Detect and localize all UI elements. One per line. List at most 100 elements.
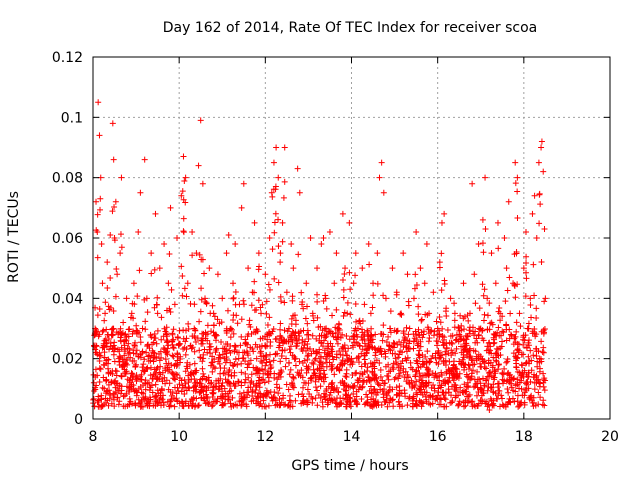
data-point-cloud — [96, 357, 103, 364]
data-point-cloud — [248, 302, 255, 309]
data-point — [275, 174, 282, 181]
data-point — [469, 180, 476, 187]
data-point-cloud — [181, 376, 188, 383]
data-point-cloud — [110, 394, 117, 401]
x-axis-title: GPS time / hours — [291, 458, 408, 474]
data-point-cloud — [418, 317, 425, 324]
data-point-cloud — [475, 325, 482, 332]
data-point — [255, 250, 262, 257]
data-point — [494, 219, 501, 226]
data-point-cloud — [322, 292, 329, 299]
data-point-cloud — [434, 338, 441, 345]
data-point-cloud — [499, 338, 506, 345]
data-point-cloud — [311, 357, 318, 364]
data-point-cloud — [143, 399, 150, 406]
data-point-cloud — [259, 366, 266, 373]
data-point — [350, 280, 357, 287]
data-point-cloud — [443, 370, 450, 377]
data-point-cloud — [498, 332, 505, 339]
data-point-cloud — [263, 352, 270, 359]
data-point-cloud — [238, 369, 245, 376]
data-point-cloud — [508, 332, 515, 339]
data-point-cloud — [359, 346, 366, 353]
data-point-cloud — [204, 322, 211, 329]
data-point-cloud — [197, 388, 204, 395]
data-point-cloud — [307, 345, 314, 352]
data-point-cloud — [511, 281, 518, 288]
data-point-cloud — [277, 320, 284, 327]
data-point-cloud — [417, 343, 424, 350]
data-point-cloud — [353, 339, 360, 346]
data-point-cloud — [210, 329, 217, 336]
data-point-cloud — [118, 244, 125, 251]
data-point-cloud — [218, 402, 225, 409]
data-point-cloud — [117, 325, 124, 332]
data-point-cloud — [168, 286, 175, 293]
data-point-cloud — [448, 339, 455, 346]
data-point — [189, 228, 196, 235]
y-tick-label: 0.04 — [52, 291, 83, 307]
data-point-cloud — [201, 397, 208, 404]
data-point-cloud — [238, 333, 245, 340]
data-point-cloud — [427, 358, 434, 365]
data-point-cloud — [247, 384, 254, 391]
data-point-cloud — [500, 329, 507, 336]
data-point-cloud — [131, 341, 138, 348]
data-point-cloud — [163, 324, 170, 331]
data-point-cloud — [94, 398, 101, 405]
data-point-cloud — [390, 366, 397, 373]
data-point-cloud — [504, 386, 511, 393]
data-point-cloud — [240, 301, 247, 308]
data-point-cloud — [451, 364, 458, 371]
data-point-cloud — [204, 395, 211, 402]
data-point-cloud — [108, 326, 115, 333]
x-tick-label: 8 — [89, 429, 98, 445]
data-point-cloud — [281, 337, 288, 344]
data-point-cloud — [185, 325, 192, 332]
data-point — [520, 265, 527, 272]
data-point-cloud — [313, 348, 320, 355]
data-point-cloud — [141, 296, 148, 303]
y-tick-label: 0 — [74, 412, 83, 428]
data-point-cloud — [110, 307, 117, 314]
data-point-cloud — [510, 341, 517, 348]
data-point-cloud — [175, 341, 182, 348]
data-point-cloud — [410, 331, 417, 338]
data-point-cloud — [295, 372, 302, 379]
data-point-cloud — [101, 354, 108, 361]
data-point-cloud — [145, 358, 152, 365]
data-point-cloud — [333, 306, 340, 313]
data-point-cloud — [107, 392, 114, 399]
data-point-cloud — [177, 340, 184, 347]
data-point-cloud — [333, 384, 340, 391]
data-point-cloud — [322, 355, 329, 362]
data-point-cloud — [435, 389, 442, 396]
data-point-cloud — [191, 301, 198, 308]
data-point-cloud — [324, 397, 331, 404]
axes — [92, 56, 611, 420]
data-point-cloud — [176, 375, 183, 382]
data-point — [331, 280, 338, 287]
data-point-cloud — [367, 333, 374, 340]
data-point — [232, 241, 239, 248]
data-point-cloud — [408, 377, 415, 384]
data-point — [501, 235, 508, 241]
data-point-cloud — [308, 350, 315, 357]
data-point-cloud — [512, 353, 519, 360]
data-point-cloud — [220, 370, 227, 377]
data-point-cloud — [183, 335, 190, 342]
data-point — [318, 241, 325, 248]
data-point-cloud — [93, 382, 100, 389]
data-point-cloud — [350, 391, 357, 398]
data-point-cloud — [292, 329, 299, 336]
data-point-cloud — [466, 398, 473, 405]
data-point-cloud — [97, 195, 104, 202]
data-point-cloud — [98, 402, 105, 409]
data-point-cloud — [486, 300, 493, 307]
data-point-cloud — [303, 331, 310, 338]
data-point-cloud — [416, 332, 423, 339]
data-point-cloud — [107, 343, 114, 350]
data-point-cloud — [271, 219, 278, 226]
grid — [93, 57, 610, 419]
data-point-cloud — [274, 376, 281, 383]
